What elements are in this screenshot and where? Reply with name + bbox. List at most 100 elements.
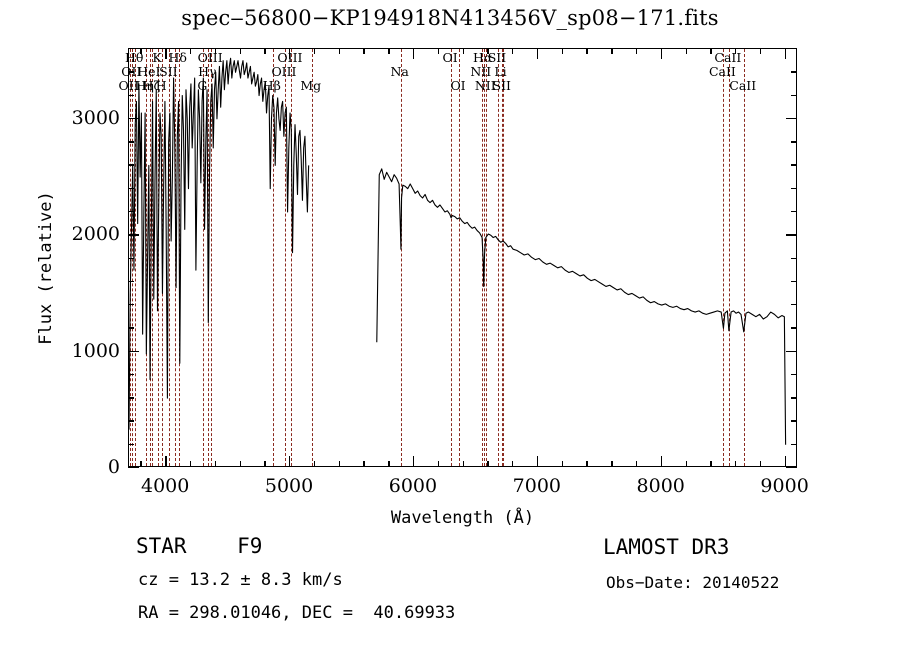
radial-velocity: cz = 13.2 ± 8.3 km/s [138,570,343,590]
axis-tick [264,461,266,467]
axis-tick [128,210,134,213]
axis-tick [536,456,539,467]
axis-tick [791,280,797,283]
spectral-line-label: NII [470,64,492,79]
axis-tick [289,48,291,59]
spectral-line-label: OI [442,50,458,65]
axis-tick [165,48,167,59]
axis-tick [791,210,797,213]
axis-tick [128,443,134,446]
line-marker [502,49,505,466]
line-marker [203,49,205,466]
plot-area [129,49,796,466]
spectral-line-label: Hδ [168,50,187,65]
axis-tick [128,373,134,376]
line-marker [152,49,154,466]
axis-tick [388,461,390,467]
axis-tick [561,48,563,54]
line-marker [311,49,314,466]
x-tick-label: 4000 [140,475,190,497]
axis-tick [140,48,142,54]
axis-tick [611,461,613,467]
axis-tick [462,48,464,54]
spectral-line-label: Hθ [124,50,144,65]
axis-tick [363,48,365,54]
axis-tick [791,48,797,50]
spectrum-curve [129,57,787,445]
line-marker [135,49,137,466]
spectral-line-label: OIII [197,50,223,65]
spectrum-path-red-arm [376,168,787,445]
spectral-line-label: Na [390,64,409,79]
line-marker [497,49,500,466]
axis-tick [586,48,588,54]
axis-tick [128,187,134,190]
spectral-line-label: Hη [135,78,154,93]
page-title: spec‒56800−KP194918N413456V_sp08−171.fit… [181,6,719,30]
spectral-line-label: SII [487,50,507,65]
spectral-line-label: CaII [708,64,736,79]
axis-tick [791,304,797,306]
y-tick-label: 2000 [71,223,120,246]
axis-tick [214,48,217,54]
spectral-line-label: SII [159,64,178,79]
axis-tick [128,467,139,469]
line-marker [501,49,504,466]
line-marker [743,49,746,466]
spectral-line-label: Hα [473,50,493,65]
spectral-line-label: HeI [137,64,161,79]
axis-tick [128,164,134,166]
axis-tick [412,48,415,59]
object-class: STAR F9 [136,534,263,558]
spectral-line-label: Hζ [142,78,161,93]
axis-tick [338,461,340,467]
x-axis-title: Wavelength (Å) [390,508,535,528]
line-marker [481,49,484,466]
x-tick-label: 7000 [512,475,562,497]
line-marker [290,49,293,466]
axis-tick [759,48,762,54]
axis-tick [586,461,588,467]
line-marker [174,49,177,466]
spectral-line-label: K [152,50,162,65]
coordinates: RA = 298.01046, DEC = 40.69933 [138,603,456,623]
spectral-line-label: CaII [714,50,742,65]
y-tick-label: 3000 [71,106,120,129]
line-marker [486,49,488,466]
axis-tick [735,461,737,467]
line-marker [459,49,461,466]
survey-name: LAMOST DR3 [603,535,730,559]
axis-tick [437,461,440,467]
axis-tick [128,141,134,143]
axis-tick [685,461,687,467]
line-marker [723,49,725,466]
axis-tick [128,304,134,306]
y-tick-label: 0 [107,456,120,478]
axis-tick [791,164,797,166]
spectral-line-label: OIII [277,50,303,65]
axis-tick [437,48,440,54]
axis-tick [791,141,797,143]
axis-tick [735,48,737,54]
spectral-line-label: Li [494,64,507,79]
spectrum-path-blue-arm [129,57,310,430]
axis-tick [412,456,415,467]
spectral-line-label: OII [121,64,142,79]
axis-tick [239,48,241,54]
spectral-line-label: Hβ [262,78,281,93]
axis-tick [313,461,316,467]
axis-tick [660,456,663,467]
axis-tick [784,48,786,59]
plot-frame [128,48,797,467]
line-marker [400,49,403,466]
axis-tick [128,350,139,352]
x-tick-label: 8000 [636,475,685,497]
axis-tick [635,48,638,54]
line-marker [211,49,213,466]
axis-tick [660,48,663,59]
axis-tick [388,48,390,54]
axis-tick [791,373,797,376]
axis-tick [791,397,797,399]
line-marker [169,49,171,466]
axis-tick [487,48,489,54]
